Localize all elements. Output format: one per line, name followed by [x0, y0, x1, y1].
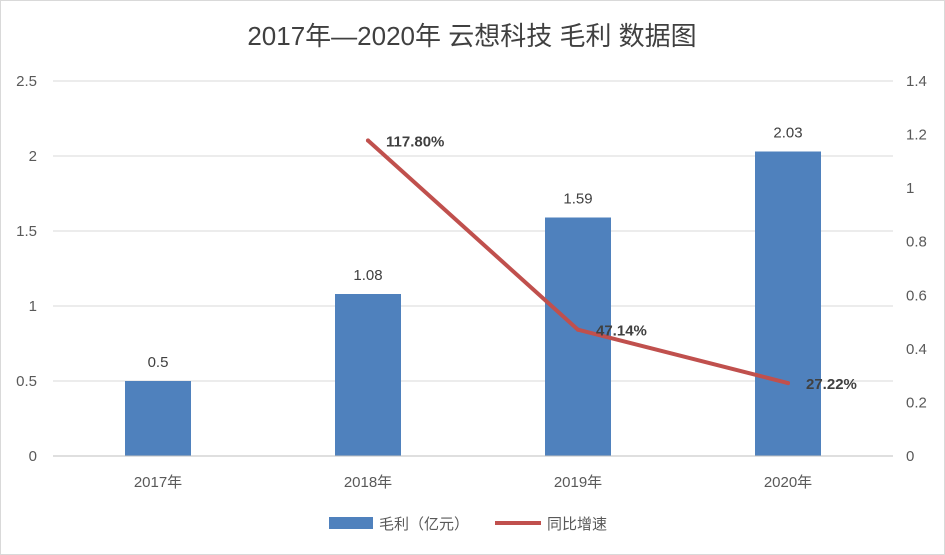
line-point: [786, 381, 790, 386]
left-y-axis: 0 0.5 1 1.5 2 2.5: [16, 73, 37, 465]
left-tick-label: 1: [29, 298, 37, 315]
line-point: [576, 327, 580, 332]
chart-title: 2017年—2020年 云想科技 毛利 数据图: [247, 21, 696, 51]
right-tick-label: 0.4: [906, 341, 927, 358]
left-tick-label: 0: [29, 448, 37, 465]
legend-bar-label: 毛利（亿元）: [379, 516, 469, 533]
left-tick-label: 2.5: [16, 73, 37, 90]
legend: 毛利（亿元） 同比增速: [329, 516, 607, 533]
x-tick-label: 2018年: [344, 474, 392, 491]
bar-series: 0.5 1.08 1.59 2.03: [125, 125, 821, 456]
x-tick-label: 2017年: [134, 474, 182, 491]
right-tick-label: 0: [906, 448, 914, 465]
bar-data-label: 1.08: [353, 267, 382, 284]
right-tick-label: 0.6: [906, 287, 927, 304]
bar-data-label: 0.5: [148, 354, 169, 371]
right-tick-label: 0.8: [906, 234, 927, 251]
left-tick-label: 2: [29, 148, 37, 165]
line-data-label: 27.22%: [806, 376, 857, 393]
bar: [335, 294, 401, 456]
right-tick-label: 1.2: [906, 127, 927, 144]
bar-data-label: 1.59: [563, 191, 592, 208]
right-tick-label: 0.2: [906, 394, 927, 411]
right-tick-label: 1: [906, 180, 914, 197]
line-data-label: 117.80%: [386, 133, 444, 150]
x-tick-label: 2019年: [554, 474, 602, 491]
right-tick-label: 1.4: [906, 73, 927, 90]
left-tick-label: 1.5: [16, 223, 37, 240]
line-point: [366, 138, 370, 143]
left-tick-label: 0.5: [16, 373, 37, 390]
x-axis: 2017年 2018年 2019年 2020年: [53, 455, 893, 491]
right-y-axis: 0 0.2 0.4 0.6 0.8 1 1.2 1.4: [906, 73, 927, 465]
bar: [125, 381, 191, 456]
legend-line-label: 同比增速: [547, 516, 607, 533]
legend-bar-swatch: [329, 517, 373, 529]
bar-data-label: 2.03: [773, 125, 802, 142]
line-series: 117.80% 47.14% 27.22%: [366, 133, 857, 393]
x-tick-label: 2020年: [764, 474, 812, 491]
line-data-label: 47.14%: [596, 323, 647, 340]
bar: [755, 151, 821, 456]
